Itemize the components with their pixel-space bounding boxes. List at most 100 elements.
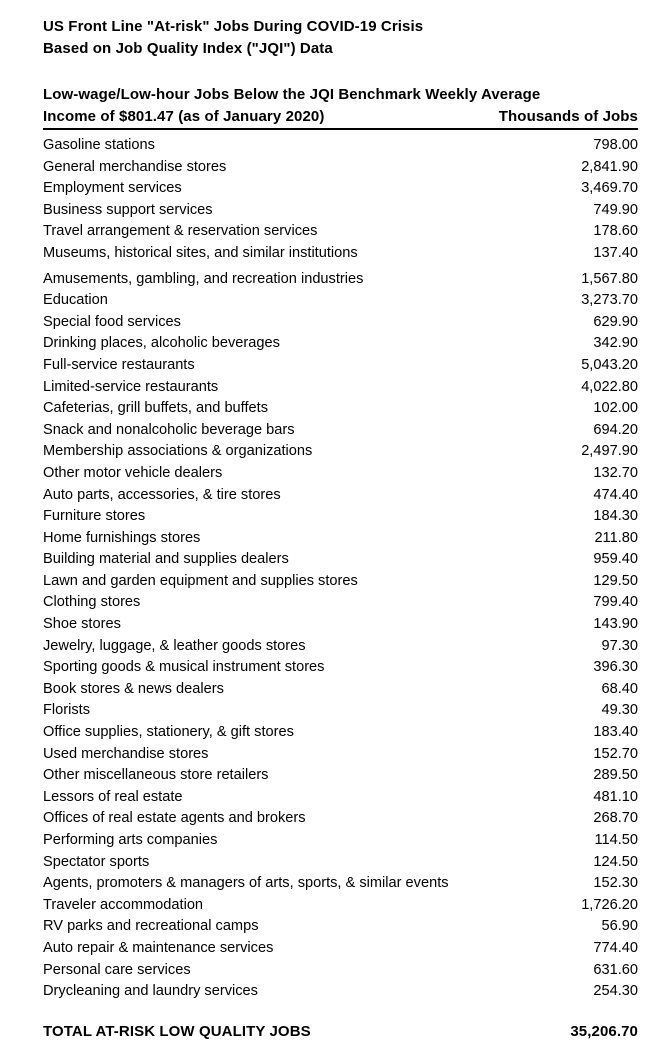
row-value: 178.60 (593, 223, 638, 240)
table-row: Clothing stores 799.40 (43, 592, 638, 614)
table-row: Used merchandise stores 152.70 (43, 744, 638, 766)
table-header-left: Income of $801.47 (as of January 2020) (43, 108, 325, 125)
total-label: TOTAL AT-RISK LOW QUALITY JOBS (43, 1022, 311, 1040)
row-label: Museums, historical sites, and similar i… (43, 244, 358, 261)
row-label: Used merchandise stores (43, 745, 209, 762)
row-label: Amusements, gambling, and recreation ind… (43, 270, 364, 287)
document-title: US Front Line "At-risk" Jobs During COVI… (43, 16, 638, 60)
row-label: Lawn and garden equipment and supplies s… (43, 572, 358, 589)
table-row: Education 3,273.70 (43, 290, 638, 312)
row-value: 254.30 (593, 983, 638, 1000)
row-value: 289.50 (593, 767, 638, 784)
table-row: RV parks and recreational camps 56.90 (43, 916, 638, 938)
row-label: Building material and supplies dealers (43, 551, 289, 568)
row-label: General merchandise stores (43, 158, 227, 175)
row-value: 2,497.90 (581, 443, 638, 460)
row-label: Home furnishings stores (43, 529, 201, 546)
table-header-right: Thousands of Jobs (498, 108, 638, 125)
row-value: 1,567.80 (581, 270, 638, 287)
row-value: 1,726.20 (581, 896, 638, 913)
row-value: 694.20 (593, 421, 638, 438)
row-label: Cafeterias, grill buffets, and buffets (43, 400, 268, 417)
table-row: Home furnishings stores 211.80 (43, 528, 638, 550)
title-line-1: US Front Line "At-risk" Jobs During COVI… (43, 18, 424, 35)
table-row: Membership associations & organizations … (43, 441, 638, 463)
table-row: Auto repair & maintenance services 774.4… (43, 938, 638, 960)
row-label: Auto parts, accessories, & tire stores (43, 486, 281, 503)
table-row: Amusements, gambling, and recreation ind… (43, 269, 638, 291)
row-label: Other miscellaneous store retailers (43, 767, 269, 784)
row-value: 97.30 (601, 637, 638, 654)
row-value: 3,469.70 (581, 180, 638, 197)
table-row: Travel arrangement & reservation service… (43, 221, 638, 243)
table-row: Auto parts, accessories, & tire stores 4… (43, 485, 638, 507)
row-label: Clothing stores (43, 594, 141, 611)
table-row: Personal care services 631.60 (43, 960, 638, 982)
row-value: 114.50 (594, 832, 638, 848)
table-row: Agents, promoters & managers of arts, sp… (43, 873, 638, 895)
table-row: Offices of real estate agents and broker… (43, 808, 638, 830)
total-row: TOTAL AT-RISK LOW QUALITY JOBS 35,206.70 (43, 1021, 638, 1043)
table-row: Spectator sports 124.50 (43, 852, 638, 874)
row-value: 102.00 (593, 400, 638, 417)
row-label: Limited-service restaurants (43, 378, 219, 395)
row-value: 268.70 (593, 810, 638, 827)
table-row: Cafeterias, grill buffets, and buffets 1… (43, 398, 638, 420)
row-label: Employment services (43, 180, 182, 197)
row-value: 152.70 (593, 745, 638, 762)
row-label: Membership associations & organizations (43, 443, 313, 460)
row-label: Furniture stores (43, 508, 146, 525)
row-value: 629.90 (593, 313, 638, 330)
row-value: 124.50 (593, 853, 638, 870)
row-value: 2,841.90 (581, 158, 638, 175)
row-label: RV parks and recreational camps (43, 918, 259, 935)
row-value: 4,022.80 (581, 378, 638, 395)
table-row: Lawn and garden equipment and supplies s… (43, 571, 638, 593)
row-value: 749.90 (593, 201, 638, 218)
row-value: 774.40 (593, 939, 638, 956)
row-value: 396.30 (593, 659, 638, 676)
row-label: Book stores & news dealers (43, 680, 224, 697)
row-label: Office supplies, stationery, & gift stor… (43, 724, 294, 741)
table-row: Florists 49.30 (43, 700, 638, 722)
row-label: Personal care services (43, 961, 191, 978)
row-value: 132.70 (593, 464, 638, 481)
row-value: 143.90 (593, 616, 638, 633)
table-row: General merchandise stores 2,841.90 (43, 157, 638, 179)
title-line-2: Based on Job Quality Index ("JQI") Data (43, 40, 333, 57)
table-header: Income of $801.47 (as of January 2020) T… (43, 106, 638, 130)
table-row: Book stores & news dealers 68.40 (43, 679, 638, 701)
table-row: Building material and supplies dealers 9… (43, 549, 638, 571)
row-label: Agents, promoters & managers of arts, sp… (43, 875, 449, 892)
row-value: 474.40 (593, 486, 638, 503)
row-label: Snack and nonalcoholic beverage bars (43, 421, 295, 438)
row-value: 3,273.70 (581, 292, 638, 309)
table-row: Snack and nonalcoholic beverage bars 694… (43, 420, 638, 442)
row-value: 342.90 (593, 335, 638, 352)
row-label: Sporting goods & musical instrument stor… (43, 659, 325, 676)
row-label: Gasoline stations (43, 137, 155, 153)
row-value: 56.90 (601, 918, 638, 935)
total-value: 35,206.70 (570, 1022, 638, 1040)
row-label: Drinking places, alcoholic beverages (43, 335, 280, 352)
row-label: Traveler accommodation (43, 896, 204, 913)
row-value: 68.40 (601, 680, 638, 697)
table-row: Museums, historical sites, and similar i… (43, 243, 638, 265)
table-row: Performing arts companies 114.50 (43, 830, 638, 852)
table-row: Lessors of real estate 481.10 (43, 787, 638, 809)
table-row: Traveler accommodation 1,726.20 (43, 895, 638, 917)
row-value: 798.00 (593, 137, 638, 153)
table-row: Sporting goods & musical instrument stor… (43, 657, 638, 679)
table-row: Employment services 3,469.70 (43, 178, 638, 200)
row-label: Other motor vehicle dealers (43, 464, 223, 481)
table-row: Business support services 749.90 (43, 200, 638, 222)
row-value: 129.50 (593, 572, 638, 589)
table-row: Limited-service restaurants 4,022.80 (43, 377, 638, 399)
row-value: 184.30 (593, 508, 638, 525)
row-value: 799.40 (593, 594, 638, 611)
row-label: Offices of real estate agents and broker… (43, 810, 306, 827)
table-row: Gasoline stations 798.00 (43, 135, 638, 157)
row-value: 183.40 (593, 724, 638, 741)
row-value: 631.60 (593, 961, 638, 978)
row-label: Spectator sports (43, 853, 150, 870)
